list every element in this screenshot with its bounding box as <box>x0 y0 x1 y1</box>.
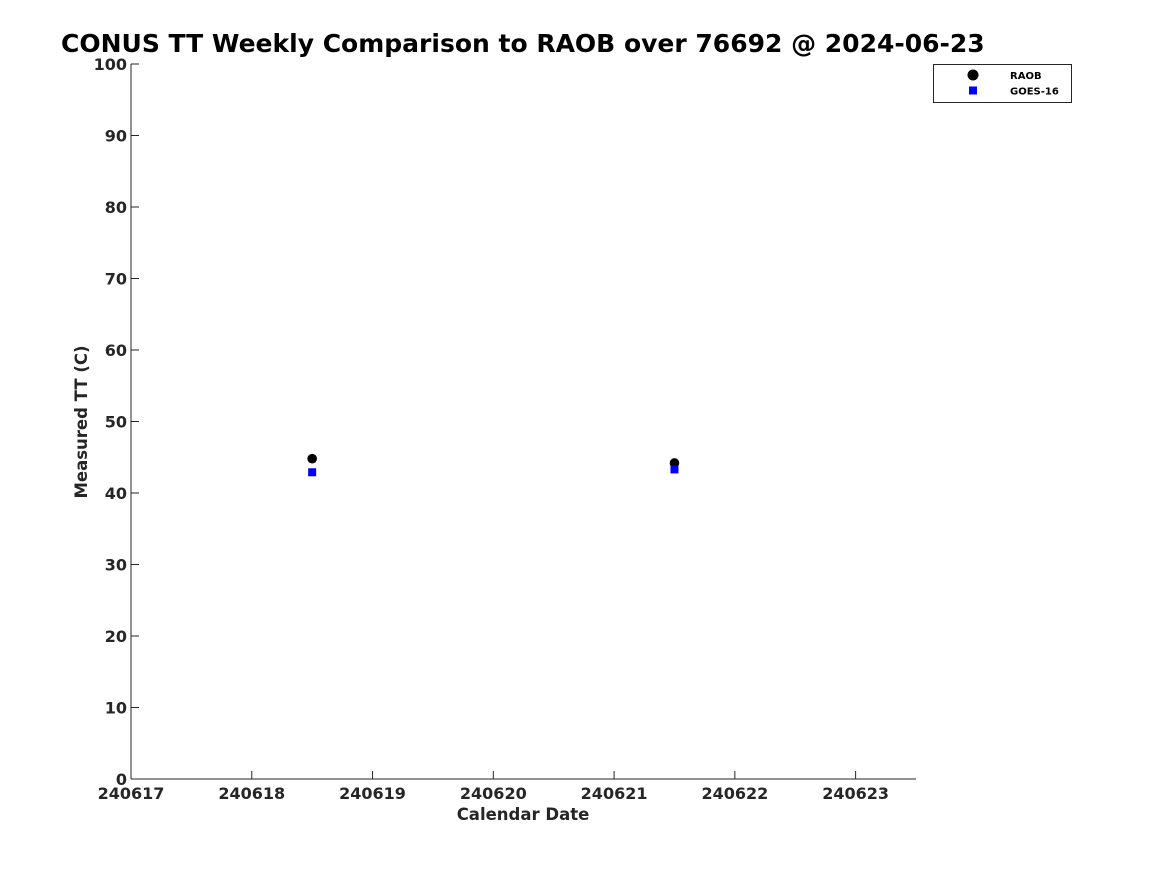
x-tick-label: 240621 <box>581 784 648 803</box>
data-point-raob <box>307 453 317 464</box>
legend: RAOB GOES-16 <box>933 64 1072 103</box>
legend-label-raob: RAOB <box>1010 71 1042 82</box>
y-tick-label: 80 <box>105 198 127 217</box>
data-point-goes-16 <box>670 465 679 474</box>
x-tick-label: 240618 <box>218 784 285 803</box>
y-axis-label: Measured TT (C) <box>72 345 91 498</box>
y-tick-label: 100 <box>94 55 127 74</box>
data-point-goes-16 <box>308 468 317 477</box>
y-tick-label: 50 <box>105 413 127 432</box>
y-tick-label: 10 <box>105 699 127 718</box>
x-tick-label: 240619 <box>339 784 406 803</box>
legend-label-goes-16: GOES-16 <box>1010 87 1059 98</box>
y-tick-label: 20 <box>105 627 127 646</box>
legend-marker-raob <box>967 69 979 81</box>
plot-area: 0 10 20 30 40 50 60 70 80 90 100 240617 240618 240619… <box>94 55 916 803</box>
y-tick-label: 60 <box>105 341 127 360</box>
chart-title: CONUS TT Weekly Comparison to RAOB over … <box>61 29 985 58</box>
y-tick-label: 0 <box>116 770 127 789</box>
x-tick-label: 240617 <box>98 784 165 803</box>
y-tick-label: 90 <box>105 127 127 146</box>
legend-marker-goes-16 <box>969 86 977 95</box>
x-tick-label: 240620 <box>460 784 527 803</box>
x-tick-label: 240622 <box>701 784 768 803</box>
y-tick-label: 30 <box>105 556 127 575</box>
y-tick-label: 40 <box>105 484 127 503</box>
x-tick-label: 240623 <box>822 784 889 803</box>
y-tick-label: 70 <box>105 270 127 289</box>
data-point-raob <box>669 458 680 468</box>
legend-box <box>933 64 1072 103</box>
x-axis-label: Calendar Date <box>457 805 590 824</box>
